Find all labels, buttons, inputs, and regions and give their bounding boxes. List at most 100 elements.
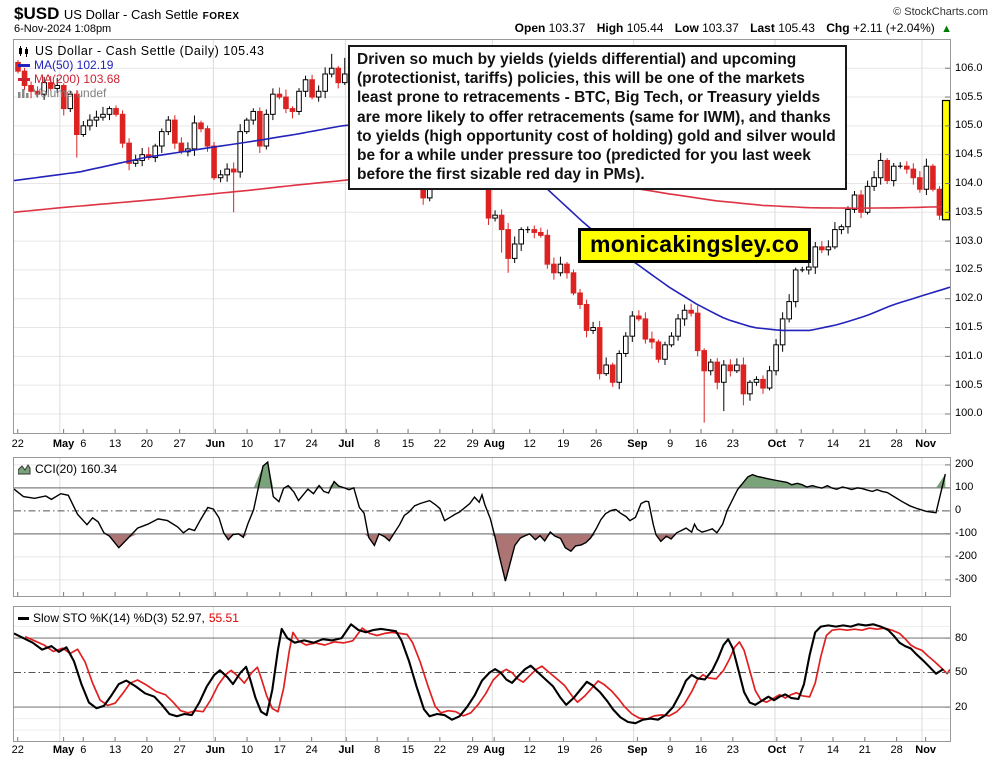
x-axis-tick: 16 — [694, 438, 708, 450]
candlestick-icon — [19, 45, 28, 57]
x-axis-tick: 24 — [305, 744, 318, 756]
x-axis-tick: 13 — [108, 438, 122, 450]
x-axis-tick: 22 — [11, 744, 24, 756]
x-axis-tick: Aug — [483, 438, 505, 450]
high-value: 105.44 — [626, 21, 664, 35]
annotation-note: Driven so much by yields (yields differe… — [348, 45, 847, 191]
instrument-name: US Dollar - Cash Settle — [63, 7, 199, 22]
last-value: 105.43 — [778, 21, 815, 35]
x-axis-tick: 7 — [798, 438, 805, 450]
y-axis-tick: 80 — [955, 631, 968, 644]
x-axis-tick: 23 — [726, 438, 739, 450]
x-axis-tick: 7 — [798, 744, 805, 756]
y-axis-tick: -200 — [955, 550, 978, 563]
volume-legend: Volume undef — [33, 86, 107, 100]
sto-k-value: 52.97, — [171, 611, 205, 625]
ma50-swatch — [18, 63, 30, 67]
cci-chart-canvas — [14, 458, 950, 596]
x-axis-tick: 21 — [858, 744, 871, 756]
cci-legend-text: CCI(20) 160.34 — [35, 462, 118, 476]
main-legend: US Dollar - Cash Settle (Daily) 105.43 M… — [18, 44, 265, 100]
x-axis-tick: 24 — [305, 438, 318, 450]
sto-panel — [13, 606, 951, 742]
x-axis-tick: 9 — [667, 438, 674, 450]
copyright: © StockCharts.com — [893, 6, 988, 18]
x-axis-tick: 27 — [173, 744, 186, 756]
ma200-swatch — [18, 77, 30, 81]
y-axis-tick: 200 — [955, 458, 974, 471]
x-axis-tick: 10 — [240, 438, 254, 450]
sto-legend: Slow STO %K(14) %D(3) 52.97, 55.51 — [18, 611, 239, 625]
low-value: 103.37 — [702, 21, 739, 35]
y-axis-tick: 102.0 — [955, 292, 983, 305]
chart-datetime: 6-Nov-2024 1:08pm — [14, 23, 112, 35]
cci-panel — [13, 457, 951, 597]
y-axis-tick: 103.0 — [955, 234, 983, 247]
x-axis-tick: Jun — [205, 744, 226, 756]
y-axis-tick: 100.0 — [955, 407, 983, 420]
x-axis-tick: May — [52, 744, 75, 756]
y-axis-tick: -300 — [955, 573, 978, 586]
x-axis-tick: 17 — [273, 744, 286, 756]
up-arrow-icon: ▲ — [941, 23, 952, 35]
x-axis-tick: 10 — [240, 744, 254, 756]
x-axis-tick: 29 — [466, 438, 479, 450]
x-axis-tick: Oct — [767, 744, 786, 756]
cci-legend: CCI(20) 160.34 — [18, 462, 117, 476]
y-axis-tick: 104.5 — [955, 148, 983, 161]
x-axis-tick: 17 — [273, 438, 286, 450]
x-axis-tick: 14 — [826, 438, 840, 450]
x-axis-tick: Sep — [627, 744, 648, 756]
y-axis-tick: 100.5 — [955, 378, 983, 391]
x-axis-tick: 6 — [80, 744, 87, 756]
x-axis-tick: 15 — [401, 438, 415, 450]
x-axis-tick: 19 — [557, 744, 570, 756]
x-axis-tick: 26 — [590, 744, 603, 756]
x-axis-tick: 14 — [826, 744, 840, 756]
y-axis-tick: 103.5 — [955, 205, 983, 218]
header-title-row: $USD US Dollar - Cash Settle FOREX — [14, 4, 240, 24]
last-label: Last — [750, 21, 775, 35]
chg-value: +2.11 (+2.04%) — [852, 21, 935, 35]
main-legend-title: US Dollar - Cash Settle (Daily) 105.43 — [35, 44, 265, 58]
x-axis-tick: 27 — [173, 438, 186, 450]
x-axis-tick: 15 — [401, 744, 415, 756]
x-axis-tick: 8 — [374, 438, 381, 450]
x-axis-tick: May — [52, 438, 75, 450]
sto-chart-canvas — [14, 607, 950, 741]
sto-k-swatch — [18, 616, 29, 620]
x-axis-tick: 21 — [858, 438, 871, 450]
open-label: Open — [514, 21, 546, 35]
low-label: Low — [674, 21, 699, 35]
x-axis-tick: 12 — [523, 744, 536, 756]
x-axis-tick: 28 — [890, 744, 903, 756]
x-axis-tick: 22 — [433, 744, 446, 756]
x-axis-tick: Nov — [915, 438, 937, 450]
y-axis-tick: 101.0 — [955, 349, 983, 362]
watermark-badge: monicakingsley.co — [578, 228, 812, 263]
x-axis-tick: 19 — [557, 438, 570, 450]
y-axis-tick: 104.0 — [955, 176, 983, 189]
y-axis-tick: 106.0 — [955, 61, 983, 74]
x-axis-tick: Jul — [338, 744, 355, 756]
x-axis-tick: Jun — [205, 438, 226, 450]
y-axis-tick: 101.5 — [955, 321, 983, 334]
symbol: $USD — [14, 4, 60, 23]
x-axis-tick: 26 — [590, 438, 603, 450]
area-chart-icon — [18, 463, 31, 474]
x-axis-tick: 22 — [433, 438, 446, 450]
x-axis-tick: 23 — [726, 744, 739, 756]
y-axis-tick: 105.5 — [955, 90, 983, 103]
x-axis-tick: 22 — [11, 438, 24, 450]
x-axis-tick: 29 — [466, 744, 479, 756]
x-axis-tick: 13 — [108, 744, 122, 756]
x-axis-tick: 16 — [694, 744, 708, 756]
sto-legend-prefix: Slow STO %K(14) %D(3) — [33, 611, 168, 625]
x-axis-tick: 12 — [523, 438, 536, 450]
x-axis-tick: 20 — [140, 744, 154, 756]
high-label: High — [596, 21, 624, 35]
y-axis-tick: -100 — [955, 527, 978, 540]
volume-bars-icon — [18, 89, 29, 98]
exchange-label: FOREX — [202, 11, 240, 22]
